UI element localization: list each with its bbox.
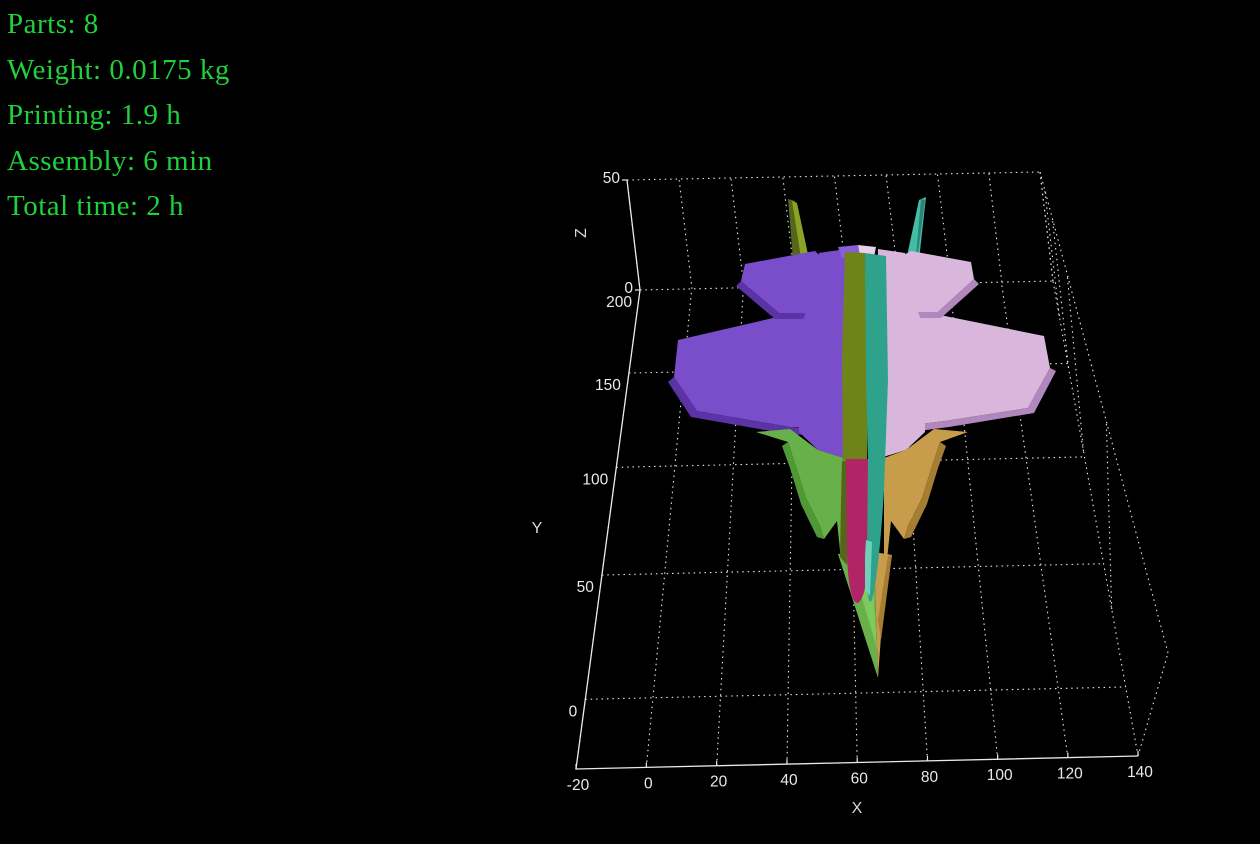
jet-part-stab-left-edge [736, 281, 810, 319]
grid-rear-top-edge [626, 171, 1041, 181]
grid-floor-x [1052, 280, 1139, 757]
axis-tick-label: 60 [851, 770, 869, 787]
jet-part-nose-right-edge [878, 555, 892, 640]
stats-line-printing: Printing: 1.9 h [7, 99, 182, 131]
axis-tick-label: 50 [577, 579, 595, 596]
grid-rear-x [678, 178, 693, 289]
jet-part-fuselage-left [799, 249, 846, 458]
jet-part-stab-right [902, 251, 974, 312]
y-axis-label: Y [532, 520, 543, 537]
axis-tick-label: 80 [921, 769, 939, 786]
axis-tick-label: 200 [606, 294, 632, 311]
grid-right-front-edge [1137, 652, 1169, 757]
jet-part-spine-teal [865, 253, 888, 602]
grid-right-y [1066, 273, 1084, 452]
grid-right-top-edge [1039, 171, 1169, 654]
axis-tick-label: 140 [1127, 764, 1153, 781]
stats-line-weight: Weight: 0.0175 kg [7, 53, 230, 86]
axis-tick-label: 0 [624, 280, 633, 297]
axis-tick-label: 0 [644, 775, 653, 792]
axis-tick-label: -20 [567, 777, 590, 794]
grid-rear-x [988, 172, 1003, 283]
axis-ruler-lines [575, 179, 1139, 770]
grid-floor-y [616, 456, 1085, 468]
z-axis-label: Z [573, 228, 590, 238]
grid-rear-x [782, 176, 797, 287]
axis-tick-label: 150 [595, 377, 621, 394]
axis-tick-label: 100 [582, 471, 608, 488]
grid-rear-x [730, 177, 745, 288]
jet-part-mid-fuselage-left-edge [782, 442, 824, 539]
grid-right-y [1105, 421, 1113, 609]
jet-part-spine-olive [842, 252, 868, 462]
jet-part-wing-left [674, 315, 838, 428]
stats-line-parts: Parts: 8 [7, 8, 99, 40]
grid-right-y [1039, 171, 1054, 282]
grid-floor-y [585, 686, 1126, 700]
axis-tick-label: 50 [603, 170, 621, 187]
grid-rear-x [885, 174, 900, 285]
grid-right-y [1044, 189, 1060, 317]
grid-floor-x [786, 286, 796, 765]
axis-tick-label: 0 [569, 703, 578, 720]
grid-right-y [1051, 218, 1070, 368]
jet-part-fuselage-right [878, 249, 925, 458]
jet-part-mid-fuselage-right [884, 429, 968, 561]
x-axis-label: X [852, 800, 863, 817]
axis-tick-label: 120 [1057, 766, 1083, 783]
jet-part-fin-right-dark [904, 199, 925, 306]
stats-overlay: Parts: 8 Weight: 0.0175 kg Printing: 1.9… [7, 2, 230, 230]
jet-part-spine-teal-light [865, 540, 872, 596]
axis-tick-label: 20 [710, 774, 728, 791]
stats-line-total-time: Total time: 2 h [7, 190, 185, 222]
axis-tick-label: 100 [987, 767, 1013, 784]
axis-tick-label: 40 [780, 772, 798, 789]
jet-part-mid-fuselage-right-edge [904, 442, 946, 539]
stats-line-assembly: Assembly: 6 min [7, 144, 213, 177]
grid-rear-x [833, 175, 848, 286]
jet-part-canopy [846, 459, 868, 604]
jet-part-mid-fuselage-left [756, 429, 844, 561]
grid-rear-x [936, 173, 952, 284]
jet-part-wing-right [888, 315, 1050, 428]
jet-part-stab-left [741, 251, 820, 313]
